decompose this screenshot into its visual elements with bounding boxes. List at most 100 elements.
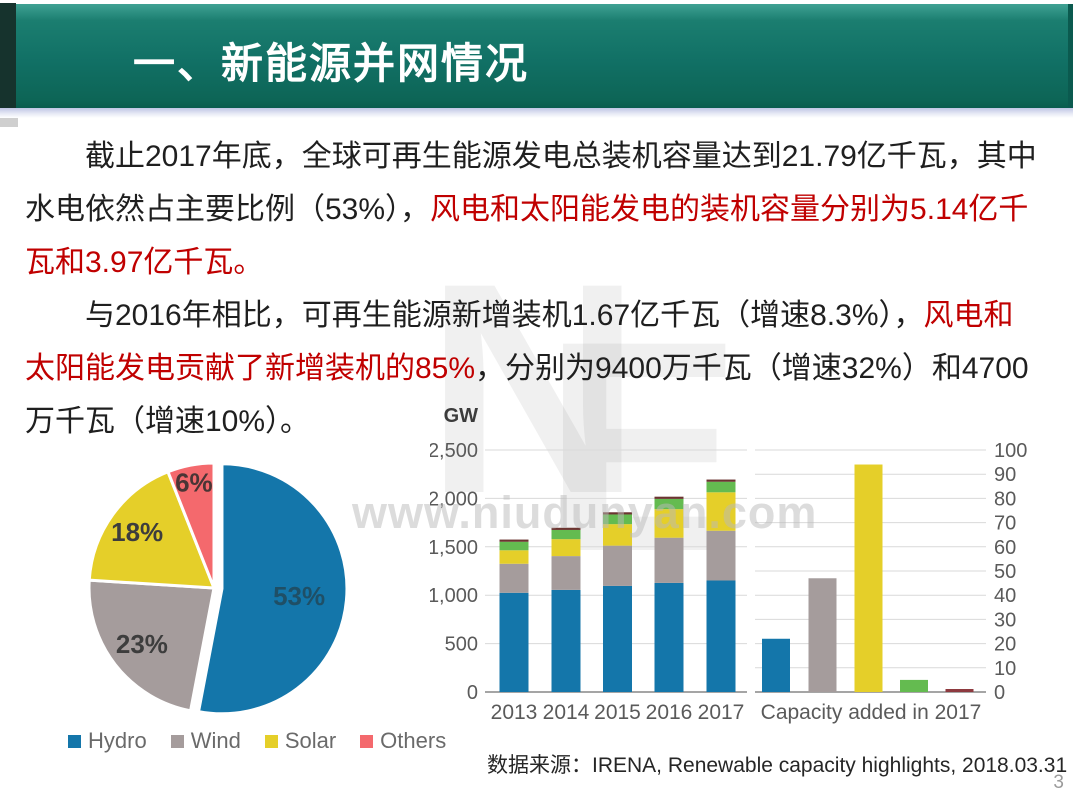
legend-item-others: Others (360, 728, 446, 754)
stacked-bar-2015-wind (603, 545, 632, 586)
added-bar-hydro (762, 638, 790, 692)
pie-slice-others (166, 461, 216, 590)
stacked-bar-2013-solar (499, 550, 529, 564)
x-axis-year-label: 2014 (543, 701, 590, 724)
legend-swatch (170, 734, 184, 748)
body-text-line: 与2016年相比，可再生能源新增装机1.67亿千瓦（增速8.3%），风电和 (25, 289, 1025, 342)
stacked-bar-2015-bioenergy (603, 514, 632, 525)
stacked-bar-2017-wind (706, 530, 736, 581)
text-segment: 水电依然占主要比例（53%）， (25, 193, 431, 226)
legend-item-wind: Wind (170, 728, 241, 754)
capacity-bar-charts: 0 500 1,000 1,500 2,000 2,500 GW 2013 2014 2015 20… (428, 398, 1050, 738)
right-axis-tick-label: 30 (994, 609, 1016, 631)
stacked-bar-2014-solar (551, 539, 581, 557)
highlighted-text-segment: 瓦和3.97亿千瓦。 (25, 246, 264, 279)
added-bar-wind (808, 578, 837, 692)
stacked-bar-2016-solar (654, 509, 684, 538)
right-axis-tick-label: 20 (994, 634, 1016, 656)
stacked-bar-2016-bioenergy (654, 498, 684, 510)
body-text-line: 截止2017年底，全球可再生能源发电总装机容量达到21.79亿千瓦，其中 (25, 130, 1037, 183)
right-axis-tick-label: 90 (994, 464, 1016, 486)
legend-item-solar: Solar (264, 728, 337, 754)
right-axis-tick-label: 60 (994, 537, 1016, 559)
x-axis-year-label: 2015 (594, 701, 641, 724)
right-axis-tick-label: 100 (994, 440, 1027, 462)
text-segment: ，分别为9400万千瓦（增速32%）和4700 (475, 352, 1029, 385)
right-axis-tick-label: 10 (994, 658, 1016, 680)
header-bottom-strip (0, 108, 1073, 118)
stacked-bar-2017-solar (706, 492, 736, 531)
right-axis-tick-label: 50 (994, 561, 1016, 583)
highlighted-text-segment: 太阳能发电贡献了新增装机的85% (25, 352, 476, 385)
legend-label: Hydro (88, 728, 147, 753)
right-axis-tick-label: 0 (994, 682, 1005, 704)
stacked-bar-2013-geothermal (499, 539, 529, 542)
stacked-bar-2013-bioenergy (499, 541, 529, 551)
stacked-bar-2017-bioenergy (706, 481, 736, 493)
pie-chart: 53% 23% 18% 6% (60, 446, 380, 731)
right-axis-tick-label: 40 (994, 585, 1016, 607)
slide-title: 一、新能源并网情况 (133, 40, 530, 87)
page-number: 3 (1053, 772, 1064, 793)
text-segment: 截止2017年底，全球可再生能源发电总装机容量达到21.79亿千瓦，其中 (85, 140, 1037, 173)
text-segment: 万千瓦（增速10%）。 (25, 405, 311, 438)
legend-swatch (360, 734, 374, 748)
pie-chart-svg: 53% 23% 18% 6% (87, 461, 349, 716)
highlighted-text-segment: 风电和 (923, 299, 1014, 332)
stacked-bar-2014-bioenergy (551, 529, 581, 540)
y-axis-tick-label: 2,500 (430, 440, 478, 462)
y-axis-unit-label: GW (444, 405, 479, 427)
stacked-bar-2014-geothermal (551, 527, 581, 530)
stacked-bar-2017-geothermal (706, 479, 736, 482)
x-axis-year-label: 2013 (491, 701, 538, 724)
stacked-bar-2016-geothermal (654, 496, 684, 499)
pie-label-wind: 23% (116, 629, 168, 659)
y-axis-tick-label: 1,500 (430, 537, 478, 559)
legend-label: Solar (284, 728, 337, 753)
pie-label-solar: 18% (111, 517, 163, 547)
added-bar-solar (854, 464, 883, 692)
pie-slice-hydro (197, 462, 349, 716)
y-axis-tick-label: 0 (467, 682, 478, 704)
x-axis-year-label: 2017 (698, 701, 745, 724)
pie-legend: Hydro Wind Solar Others (68, 728, 446, 754)
header-right-edge (1068, 4, 1073, 108)
added-chart-title: Capacity added in 2017 (761, 701, 982, 724)
pie-label-hydro: 53% (273, 581, 325, 611)
text-segment: 与2016年相比，可再生能源新增装机1.67亿千瓦（增速8.3%）， (85, 299, 924, 332)
y-axis-tick-label: 1,000 (430, 585, 478, 607)
stacked-bar-2015-geothermal (603, 512, 632, 515)
stacked-bar-2016-wind (654, 537, 684, 583)
stacked-bar-2014-wind (551, 556, 581, 590)
legend-item-hydro: Hydro (68, 728, 147, 754)
stacked-bar-2013-hydro (499, 592, 529, 692)
body-text-line: 万千瓦（增速10%）。 (25, 395, 1025, 448)
legend-swatch (264, 734, 278, 748)
body-text-line: 瓦和3.97亿千瓦。 (25, 236, 1025, 289)
stacked-bar-2017-hydro (706, 580, 736, 692)
y-axis-tick-label: 500 (445, 634, 478, 656)
x-axis-year-label: 2016 (646, 701, 693, 724)
body-text-line: 水电依然占主要比例（53%），风电和太阳能发电的装机容量分别为5.14亿千 (25, 183, 1029, 236)
legend-swatch (68, 734, 81, 748)
header-left-shadow (0, 117, 18, 127)
data-source-note: 数据来源：IRENA, Renewable capacity highlight… (487, 754, 1068, 777)
right-axis-tick-label: 70 (994, 513, 1016, 535)
pie-slice-solar (87, 470, 216, 590)
stacked-bar-2015-solar (603, 524, 632, 546)
stacked-bar-2014-hydro (551, 589, 581, 692)
pie-slice-wind (87, 578, 216, 713)
header-bar (0, 4, 1073, 108)
added-bar-geothermal (945, 689, 974, 692)
highlighted-text-segment: 风电和太阳能发电的装机容量分别为5.14亿千 (430, 193, 1029, 226)
legend-label: Others (380, 728, 447, 753)
y-axis-tick-label: 2,000 (430, 488, 478, 510)
body-text: 截止2017年底，全球可再生能源发电总装机容量达到21.79亿千瓦，其中水电依然… (25, 130, 1037, 448)
stacked-bar-2015-hydro (603, 585, 632, 692)
pie-label-others: 6% (175, 467, 213, 497)
legend-label: Wind (190, 728, 241, 753)
body-text-line: 太阳能发电贡献了新增装机的85%，分别为9400万千瓦（增速32%）和4700 (25, 342, 1029, 395)
stacked-bar-2013-wind (499, 563, 529, 593)
